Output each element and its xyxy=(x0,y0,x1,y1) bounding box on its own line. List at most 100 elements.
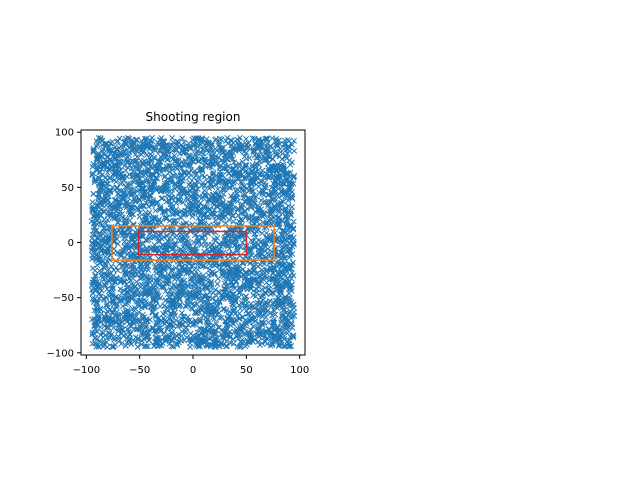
scatter-point xyxy=(115,240,121,247)
scatter-point xyxy=(168,325,175,332)
scatter-point xyxy=(138,233,145,239)
scatter-point xyxy=(124,271,131,278)
scatter-point xyxy=(237,305,244,312)
scatter-point xyxy=(94,262,101,269)
scatter-point xyxy=(93,318,100,325)
scatter-point xyxy=(94,201,101,208)
scatter-point xyxy=(181,313,188,320)
scatter-point xyxy=(123,141,130,148)
scatter-point xyxy=(169,265,176,272)
scatter-point xyxy=(230,340,237,347)
scatter-point xyxy=(159,340,166,347)
scatter-point xyxy=(275,214,281,221)
scatter-point xyxy=(234,343,241,350)
scatter-point xyxy=(200,272,207,279)
scatter-point xyxy=(242,293,249,300)
scatter-point xyxy=(276,171,283,178)
scatter-point xyxy=(278,341,285,348)
scatter-point xyxy=(125,180,132,187)
scatter-point xyxy=(100,295,107,302)
scatter-point xyxy=(188,199,195,206)
scatter-point xyxy=(122,215,129,222)
scatter-point xyxy=(239,260,246,267)
scatter-point xyxy=(199,282,206,289)
scatter-point xyxy=(115,191,121,198)
scatter-point xyxy=(91,223,98,230)
scatter-point xyxy=(237,327,244,334)
scatter-point xyxy=(203,293,209,300)
scatter-point xyxy=(151,215,158,222)
scatter-point xyxy=(216,299,223,306)
scatter-point xyxy=(146,316,153,323)
scatter-point xyxy=(159,186,166,193)
scatter-point xyxy=(98,306,104,313)
scatter-point xyxy=(234,267,240,274)
x-tick-label: 50 xyxy=(240,365,253,376)
scatter-point xyxy=(171,241,178,248)
scatter-point xyxy=(276,225,283,232)
scatter-point xyxy=(262,184,269,191)
scatter-point xyxy=(201,248,208,255)
scatter-point xyxy=(199,146,206,153)
scatter-point xyxy=(263,156,270,163)
scatter-point xyxy=(90,190,97,197)
scatter-point xyxy=(196,273,203,280)
scatter-point xyxy=(94,141,101,148)
scatter-point xyxy=(223,307,230,314)
scatter-point xyxy=(151,245,158,252)
scatter-point xyxy=(291,172,298,179)
scatter-point xyxy=(255,144,262,151)
scatter-point xyxy=(291,137,297,144)
scatter-point xyxy=(199,167,206,174)
scatter-point xyxy=(182,207,189,214)
scatter-point xyxy=(267,216,274,223)
scatter-point xyxy=(153,174,160,181)
scatter-point xyxy=(160,284,167,291)
scatter-point xyxy=(176,260,183,267)
scatter-point xyxy=(157,158,164,164)
scatter-point xyxy=(275,295,281,302)
scatter-point xyxy=(97,338,103,344)
scatter-point xyxy=(165,331,172,338)
scatter-point xyxy=(287,234,294,241)
scatter-point xyxy=(116,200,122,207)
scatter-point xyxy=(107,157,114,164)
scatter-point xyxy=(101,225,108,231)
scatter-point xyxy=(188,269,195,276)
scatter-point xyxy=(111,278,118,285)
scatter-point xyxy=(168,297,174,304)
scatter-point xyxy=(215,275,221,282)
scatter-point xyxy=(185,181,192,188)
scatter-point xyxy=(214,186,221,193)
scatter-point xyxy=(149,325,156,331)
scatter-point xyxy=(245,271,252,278)
scatter-point xyxy=(151,146,158,153)
scatter-point xyxy=(213,136,220,143)
region-rectangle xyxy=(137,230,248,256)
scatter-point xyxy=(220,190,227,197)
scatter-point xyxy=(130,186,137,193)
scatter-point xyxy=(138,281,145,288)
scatter-point xyxy=(97,186,104,193)
scatter-point xyxy=(289,262,295,269)
scatter-point xyxy=(167,238,174,245)
scatter-point xyxy=(212,286,219,293)
scatter-point xyxy=(116,187,123,194)
scatter-point xyxy=(282,190,289,197)
scatter-point xyxy=(264,308,271,315)
scatter-point xyxy=(112,172,119,179)
scatter-point xyxy=(269,174,276,181)
scatter-point xyxy=(288,212,294,219)
scatter-point xyxy=(280,180,287,187)
y-tick-label: 50 xyxy=(61,183,74,194)
scatter-point xyxy=(281,265,288,271)
scatter-point xyxy=(227,179,234,186)
scatter-point xyxy=(258,278,265,285)
scatter-point xyxy=(89,171,96,178)
scatter-point xyxy=(170,208,177,215)
scatter-point xyxy=(256,273,263,280)
scatter-point xyxy=(287,174,294,181)
scatter-point xyxy=(216,266,223,273)
scatter-point xyxy=(192,139,199,146)
scatter-point xyxy=(124,313,130,320)
